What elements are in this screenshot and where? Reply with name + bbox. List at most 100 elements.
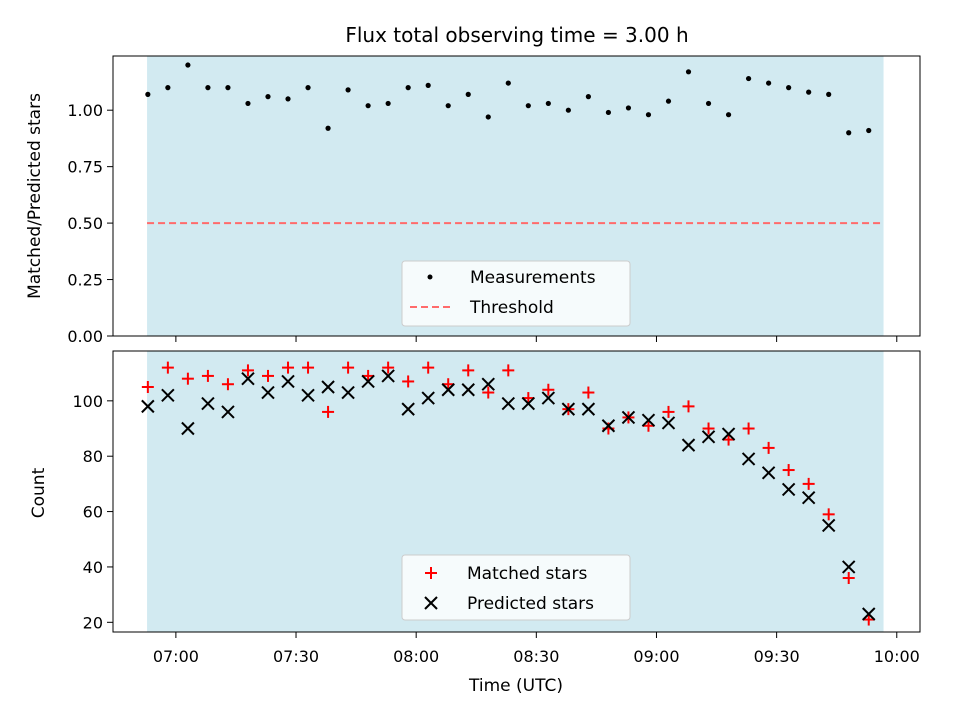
predicted-star-point	[581, 402, 596, 416]
matched-star-point	[241, 364, 254, 377]
top-y-tick-label: 0.50	[67, 214, 103, 233]
measurement-point	[766, 80, 772, 86]
measurement-point	[786, 85, 792, 91]
matched-star-point	[802, 477, 815, 490]
predicted-star-point	[701, 430, 716, 444]
matched-star-point	[161, 361, 174, 374]
matched-star-point	[462, 364, 475, 377]
legend-measurements-label: Measurements	[470, 268, 596, 288]
measurement-point	[285, 96, 291, 102]
matched-star-point	[822, 508, 835, 521]
predicted-star-point	[441, 383, 455, 397]
predicted-star-point	[221, 405, 235, 419]
predicted-star-point	[541, 391, 556, 405]
measurement-point	[425, 82, 431, 88]
matched-star-point	[261, 369, 274, 382]
x-tick-label: 09:00	[633, 647, 679, 666]
bottom-x-axis: 07:00 07:30 08:00 08:30 09:00 09:30 10:00	[153, 632, 920, 666]
predicted-star-point	[641, 413, 656, 427]
predicted-star-point	[481, 377, 495, 391]
predicted-star-point	[601, 419, 616, 433]
measurement-point	[265, 94, 271, 100]
top-y-tick-label: 0.25	[67, 271, 103, 290]
measurement-point	[705, 100, 712, 107]
top-y-axis-label: Matched/Predicted stars	[25, 93, 45, 299]
predicted-star-point	[521, 396, 536, 411]
matched-star-point	[322, 405, 335, 418]
predicted-star-point	[862, 607, 876, 621]
top-x-ticks	[175, 336, 898, 342]
top-y-axis: 0.00 0.25 0.50 0.75 1.00	[67, 101, 113, 346]
predicted-star-point	[421, 391, 435, 405]
measurement-point	[445, 103, 451, 109]
x-tick-label: 08:30	[513, 647, 559, 666]
matched-star-point	[402, 375, 415, 388]
bottom-panel: 20 40 60 80 100 07:00 07:30 08:00 08:30 09:00 09:…	[29, 350, 921, 696]
matched-star-point	[782, 464, 795, 477]
predicted-star-point	[261, 385, 275, 400]
predicted-star-point	[141, 399, 155, 414]
matched-stars-series	[141, 361, 875, 626]
predicted-star-point	[741, 452, 756, 466]
matched-star-point	[221, 378, 234, 391]
predicted-star-point	[501, 396, 515, 411]
measurement-point	[225, 85, 231, 91]
bottom-y-tick-label: 60	[83, 503, 103, 522]
measurement-point	[826, 91, 832, 97]
predicted-star-point	[821, 518, 836, 533]
measurement-point	[665, 98, 672, 104]
matched-star-point	[482, 386, 495, 399]
predicted-star-point	[401, 402, 415, 416]
predicted-star-point	[721, 427, 736, 441]
x-tick-label: 08:00	[393, 647, 439, 666]
predicted-star-point	[681, 438, 696, 452]
legend-matched-label: Matched stars	[467, 564, 587, 584]
measurement-point	[365, 103, 371, 109]
legend-measurements-marker	[427, 274, 433, 280]
predicted-star-point	[621, 410, 636, 425]
matched-star-point	[382, 361, 395, 374]
measurement-point	[305, 85, 311, 91]
measurement-point	[745, 75, 752, 82]
top-y-tick-label: 0.00	[67, 327, 103, 346]
matched-star-point	[442, 378, 455, 391]
matched-star-point	[742, 422, 755, 435]
predicted-star-point	[381, 369, 395, 383]
matched-star-point	[582, 386, 595, 399]
measurement-point	[485, 114, 491, 120]
predicted-star-point	[201, 396, 215, 411]
measurement-point	[625, 105, 632, 111]
matched-star-point	[542, 383, 555, 396]
matched-star-point	[282, 361, 295, 374]
predicted-star-point	[781, 482, 796, 497]
measurement-point	[585, 94, 591, 100]
bottom-y-tick-label: 40	[83, 558, 103, 577]
predicted-star-point	[661, 416, 676, 430]
matched-star-point	[862, 613, 875, 626]
x-tick-label: 07:00	[153, 647, 199, 666]
predicted-star-point	[181, 421, 195, 436]
measurement-point	[145, 91, 151, 97]
predicted-star-point	[761, 466, 776, 480]
predicted-star-point	[281, 374, 295, 389]
measurement-point	[325, 125, 331, 131]
predicted-star-point	[341, 385, 355, 400]
bottom-y-tick-label: 20	[83, 613, 103, 632]
measurement-point	[866, 127, 872, 134]
measurement-point	[685, 69, 692, 75]
bottom-y-tick-label: 100	[72, 392, 103, 411]
predicted-star-point	[321, 380, 335, 394]
top-axes-frame	[112, 55, 921, 337]
predicted-star-point	[842, 560, 856, 574]
matched-star-point	[502, 364, 515, 377]
predicted-star-point	[461, 383, 475, 397]
matched-star-point	[422, 361, 435, 374]
x-axis-label: Time (UTC)	[468, 676, 563, 696]
matched-star-point	[642, 419, 655, 432]
measurement-point	[385, 100, 391, 107]
legend-predicted-marker	[424, 596, 438, 610]
measurement-point	[545, 100, 551, 107]
bottom-y-axis: 20 40 60 80 100	[72, 392, 113, 632]
measurement-point	[725, 112, 732, 118]
